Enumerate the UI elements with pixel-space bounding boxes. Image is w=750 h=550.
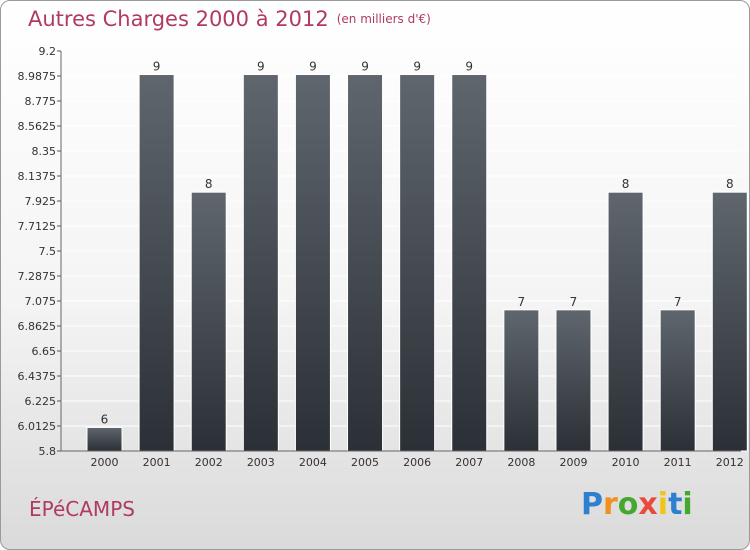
chart-subtitle: (en milliers d'€): [336, 12, 431, 26]
bar-2002: [190, 191, 227, 452]
bars: 6 9 8 9 9 9 9 9 7 7 8 7 8: [86, 60, 748, 452]
y-tick-label: 7.5: [39, 245, 57, 258]
y-tick-label: 6.4375: [18, 370, 57, 383]
y-tick-label: 7.925: [25, 195, 57, 208]
bar-2010: [607, 191, 644, 452]
bar-2008: [503, 309, 540, 452]
bar-2001: [138, 74, 175, 452]
value-label: 9: [361, 60, 369, 74]
x-axis: 2000 2001 2002 2003 2004 2005 2006 2007 2008 2009…: [61, 450, 744, 469]
bar-2012: [711, 191, 748, 452]
chart-title: Autres Charges 2000 à 2012 (en milliers d…: [28, 7, 431, 31]
x-tick-label: 2007: [455, 456, 483, 469]
bar-2005: [347, 74, 384, 452]
y-tick-label: 6.8625: [18, 320, 57, 333]
y-tick-label: 7.2875: [18, 270, 57, 283]
y-tick-label: 7.7125: [18, 220, 57, 233]
value-label: 9: [257, 60, 265, 74]
x-tick-label: 2012: [716, 456, 744, 469]
x-tick-label: 2003: [247, 456, 275, 469]
y-tick-label: 9.2: [39, 45, 57, 58]
y-tick-label: 7.075: [25, 295, 57, 308]
value-label: 7: [674, 295, 682, 309]
y-axis: 5.8 6.0125 6.225 6.4375 6.65 6.8625 7.075 7.287…: [18, 45, 62, 458]
y-tick-label: 8.5625: [18, 120, 57, 133]
value-label: 7: [518, 295, 526, 309]
x-tick-label: 2004: [299, 456, 327, 469]
x-tick-label: 2009: [559, 456, 587, 469]
bar-2007: [451, 74, 488, 452]
value-label: 8: [205, 177, 213, 191]
y-tick-label: 6.65: [32, 345, 57, 358]
x-tick-label: 2011: [664, 456, 692, 469]
value-label: 6: [101, 412, 109, 426]
value-label: 8: [726, 177, 734, 191]
bar-2006: [399, 74, 436, 452]
x-tick-label: 2002: [195, 456, 223, 469]
proxiti-logo: Proxiti: [581, 487, 693, 522]
commune-name: ÉPéCAMPS: [29, 497, 135, 521]
y-tick-label: 8.775: [25, 95, 57, 108]
bar-2000: [86, 426, 123, 452]
chart-title-text: Autres Charges 2000 à 2012: [28, 7, 329, 31]
y-tick-label: 6.225: [25, 395, 57, 408]
bar-2003: [242, 74, 279, 452]
y-tick-label: 8.35: [32, 145, 57, 158]
bar-2004: [294, 74, 331, 452]
x-tick-label: 2001: [143, 456, 171, 469]
bar-2011: [659, 309, 696, 452]
y-tick-label: 8.1375: [18, 170, 57, 183]
x-tick-label: 2000: [91, 456, 119, 469]
bar-2009: [555, 309, 592, 452]
y-tick-label: 6.0125: [18, 420, 57, 433]
x-tick-label: 2006: [403, 456, 431, 469]
value-label: 9: [309, 60, 317, 74]
y-tick-label: 5.8: [39, 445, 57, 458]
y-tick-label: 8.9875: [18, 70, 57, 83]
value-label: 9: [413, 60, 421, 74]
value-label: 9: [465, 60, 473, 74]
x-tick-label: 2005: [351, 456, 379, 469]
value-label: 9: [153, 60, 161, 74]
x-tick-label: 2010: [612, 456, 640, 469]
value-label: 8: [622, 177, 630, 191]
value-label: 7: [570, 295, 578, 309]
x-tick-label: 2008: [507, 456, 535, 469]
